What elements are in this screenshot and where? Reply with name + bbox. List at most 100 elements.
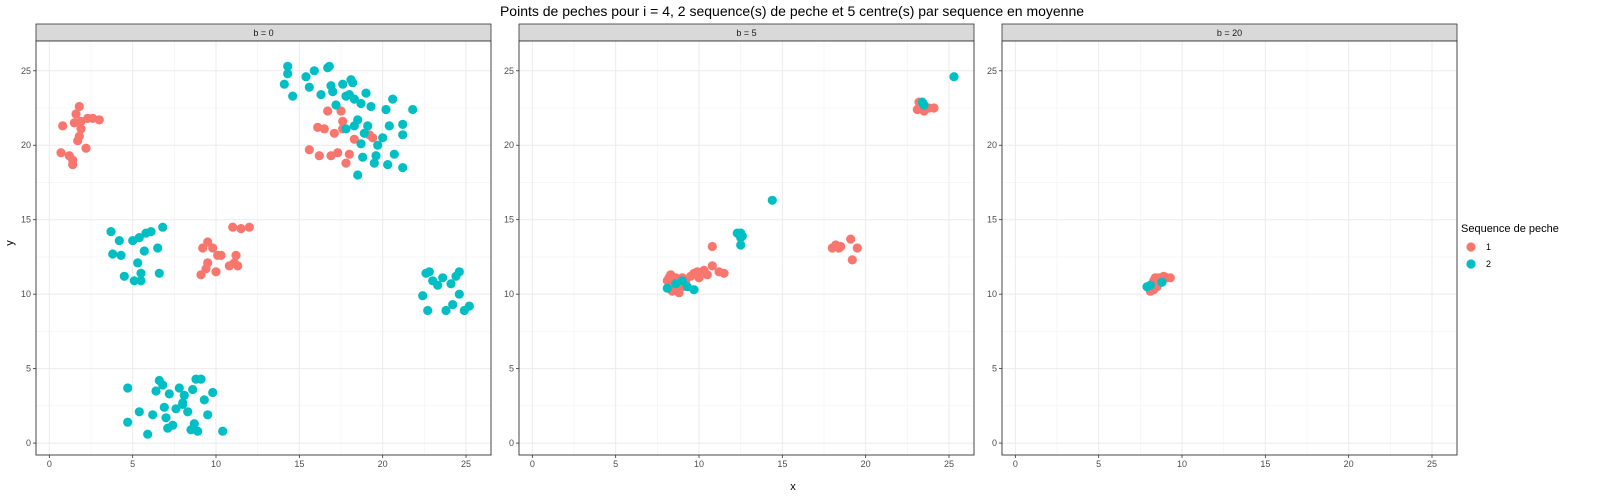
data-point-series-2 bbox=[359, 128, 369, 138]
data-point-series-1 bbox=[216, 250, 226, 260]
data-point-series-2 bbox=[398, 130, 408, 140]
data-point-series-1 bbox=[702, 270, 712, 280]
x-tick-label: 5 bbox=[613, 459, 618, 469]
data-point-series-1 bbox=[68, 160, 78, 170]
data-point-series-2 bbox=[123, 417, 133, 427]
legend-label-2: 2 bbox=[1486, 259, 1491, 269]
data-point-series-2 bbox=[919, 100, 929, 110]
y-tick-label: 15 bbox=[504, 215, 514, 225]
legend-key-1 bbox=[1466, 242, 1476, 252]
data-point-series-1 bbox=[236, 224, 246, 234]
legend: Sequence de peche 1 2 bbox=[1461, 223, 1559, 269]
data-point-series-2 bbox=[158, 222, 168, 232]
data-point-series-2 bbox=[301, 72, 311, 82]
data-point-series-2 bbox=[114, 236, 124, 246]
data-point-series-2 bbox=[388, 94, 398, 104]
data-point-series-1 bbox=[707, 241, 717, 252]
y-tick-label: 20 bbox=[504, 140, 514, 150]
data-point-series-1 bbox=[333, 148, 343, 158]
data-point-series-1 bbox=[228, 222, 238, 232]
data-point-series-1 bbox=[852, 243, 862, 253]
data-point-series-2 bbox=[341, 124, 351, 134]
data-point-series-2 bbox=[363, 121, 373, 131]
data-point-series-2 bbox=[139, 246, 149, 256]
data-point-series-2 bbox=[196, 374, 206, 384]
y-tick-label: 15 bbox=[21, 215, 31, 225]
facet-strip-label: b = 5 bbox=[736, 28, 756, 38]
data-point-series-2 bbox=[361, 88, 371, 98]
data-point-series-1 bbox=[71, 109, 81, 119]
panel-1: b = 5 0 5 10 15 20 25 0 5 10 15 20 25 bbox=[504, 23, 975, 469]
data-point-series-2 bbox=[143, 429, 153, 439]
data-point-series-2 bbox=[356, 139, 366, 149]
data-point-series-1 bbox=[846, 234, 856, 244]
facet-strip-label: b = 20 bbox=[1217, 28, 1242, 38]
plot-background bbox=[1002, 41, 1457, 455]
data-point-series-2 bbox=[438, 273, 448, 283]
data-point-series-1 bbox=[847, 255, 857, 265]
panel-border bbox=[35, 40, 492, 456]
x-tick-label: 15 bbox=[294, 459, 304, 469]
data-point-series-2 bbox=[441, 305, 451, 316]
panel-border bbox=[518, 40, 975, 456]
data-point-series-2 bbox=[316, 90, 326, 100]
data-point-series-1 bbox=[319, 124, 329, 134]
data-point-series-1 bbox=[349, 134, 359, 144]
data-point-series-2 bbox=[349, 94, 359, 104]
x-tick-label: 5 bbox=[130, 459, 135, 469]
panels: b = 0 0 5 10 15 20 25 0 5 10 15 20 25 b = 5 0 5 10 15 20 25… bbox=[21, 23, 1458, 469]
data-point-series-1 bbox=[56, 148, 66, 158]
data-point-series-2 bbox=[161, 413, 171, 423]
data-point-series-2 bbox=[384, 121, 394, 131]
data-point-series-2 bbox=[116, 250, 126, 260]
data-point-series-1 bbox=[58, 121, 68, 131]
x-tick-label: 0 bbox=[530, 459, 535, 469]
data-point-series-1 bbox=[74, 131, 84, 141]
data-point-series-2 bbox=[134, 407, 144, 417]
data-point-series-2 bbox=[398, 163, 408, 173]
data-point-series-2 bbox=[119, 271, 129, 281]
data-point-series-2 bbox=[218, 426, 228, 436]
data-point-series-2 bbox=[179, 390, 189, 400]
x-tick-label: 10 bbox=[1177, 459, 1187, 469]
data-point-series-1 bbox=[323, 106, 333, 116]
data-point-series-2 bbox=[338, 79, 348, 89]
data-point-series-2 bbox=[288, 91, 298, 101]
x-tick-label: 10 bbox=[211, 459, 221, 469]
data-point-series-2 bbox=[178, 398, 188, 408]
data-point-series-2 bbox=[408, 104, 418, 115]
data-point-series-2 bbox=[129, 276, 139, 286]
data-point-series-2 bbox=[381, 104, 391, 115]
data-point-series-2 bbox=[464, 301, 474, 311]
x-tick-label: 0 bbox=[47, 459, 52, 469]
data-point-series-1 bbox=[368, 133, 378, 143]
data-point-series-2 bbox=[146, 227, 156, 237]
data-point-series-2 bbox=[737, 231, 747, 241]
data-point-series-2 bbox=[148, 410, 158, 420]
data-point-series-1 bbox=[707, 261, 717, 271]
data-point-series-1 bbox=[836, 241, 846, 252]
x-tick-label: 25 bbox=[1427, 459, 1437, 469]
data-point-series-2 bbox=[689, 285, 699, 295]
data-point-series-2 bbox=[433, 280, 443, 290]
data-point-series-2 bbox=[358, 152, 368, 162]
data-point-series-1 bbox=[329, 128, 339, 138]
data-point-series-2 bbox=[423, 305, 433, 316]
data-point-series-2 bbox=[324, 61, 334, 71]
data-point-series-2 bbox=[366, 101, 376, 112]
y-tick-label: 10 bbox=[21, 289, 31, 299]
y-tick-label: 15 bbox=[987, 215, 997, 225]
data-point-series-2 bbox=[662, 283, 672, 293]
data-point-series-2 bbox=[283, 61, 293, 71]
y-tick-label: 0 bbox=[992, 438, 997, 448]
data-point-series-2 bbox=[168, 420, 178, 430]
data-point-series-2 bbox=[151, 386, 161, 396]
panel-2: b = 20 0 5 10 15 20 25 0 5 10 15 20 25 bbox=[987, 23, 1458, 469]
data-point-series-2 bbox=[159, 402, 169, 412]
data-point-series-1 bbox=[694, 273, 704, 283]
data-point-series-2 bbox=[454, 289, 464, 299]
data-point-series-2 bbox=[1157, 277, 1167, 287]
data-point-series-2 bbox=[424, 267, 434, 277]
data-point-series-2 bbox=[154, 268, 164, 278]
data-point-series-2 bbox=[158, 380, 168, 390]
